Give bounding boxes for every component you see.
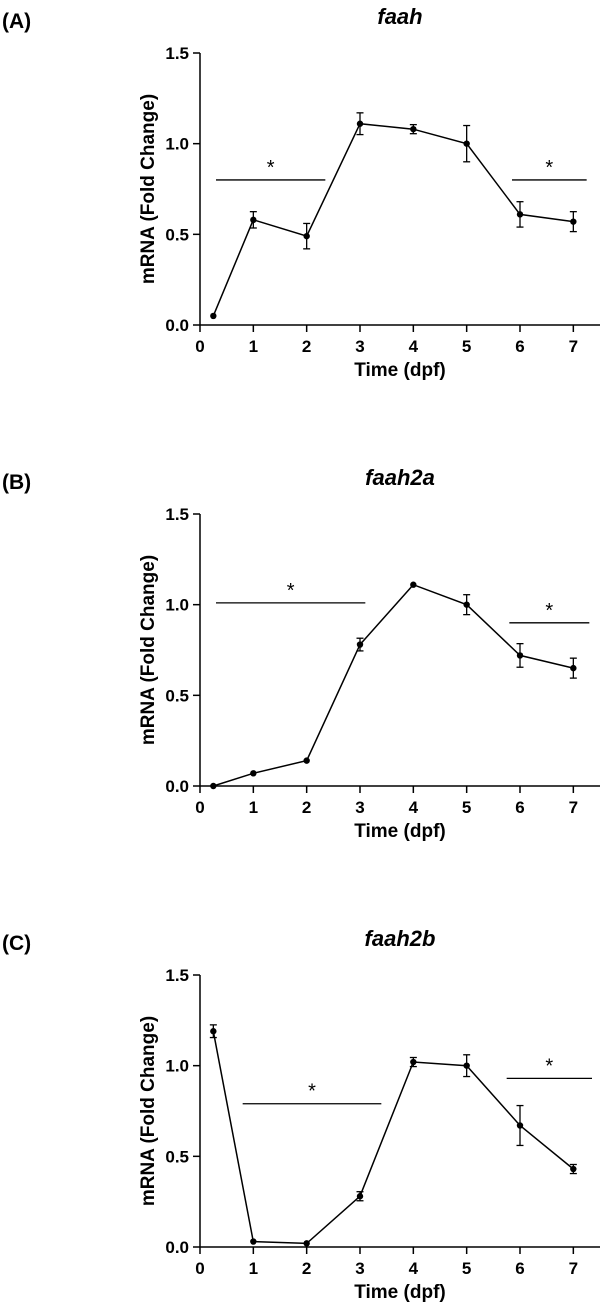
data-point [410, 1058, 417, 1066]
data-point [410, 581, 417, 588]
x-axis-label: Time (dpf) [354, 821, 445, 842]
data-point [356, 641, 364, 648]
significance-star: * [545, 600, 553, 622]
x-tick-label: 3 [355, 337, 364, 356]
data-point [356, 1193, 364, 1200]
significance-star: * [267, 157, 275, 179]
x-axis-label: Time (dpf) [354, 360, 445, 381]
series-line [212, 1031, 574, 1245]
significance-star: * [545, 1055, 553, 1077]
data-point [210, 782, 217, 790]
chart-title: faah [377, 4, 422, 29]
data-point [303, 232, 310, 240]
x-tick-label: 2 [302, 1259, 311, 1278]
x-tick-label: 5 [462, 798, 471, 817]
chart-panel-3: (C) faah2b 0.0 0.5 1.0 1.5 0 1 2 3 4 5 6 7 Time (dpf) m… [2, 926, 600, 1303]
x-tick-label: 6 [515, 337, 524, 356]
data-point [463, 140, 470, 147]
x-tick-label: 7 [569, 1259, 578, 1278]
x-tick-label: 0 [195, 337, 204, 356]
y-tick-label: 0.5 [165, 686, 189, 705]
data-point [516, 652, 524, 659]
data-point [210, 1028, 217, 1035]
x-tick-label: 5 [462, 337, 471, 356]
data-point [410, 125, 417, 133]
data-point [303, 757, 310, 764]
x-tick-label: 1 [249, 798, 258, 817]
data-point [570, 1165, 577, 1173]
y-tick-label: 1.0 [165, 1057, 189, 1076]
data-point [570, 218, 577, 225]
y-tick-label: 1.5 [165, 44, 189, 63]
series-line [213, 583, 574, 787]
x-tick-label: 6 [515, 1259, 524, 1278]
x-tick-label: 4 [409, 337, 419, 356]
x-tick-label: 1 [249, 337, 258, 356]
data-point [516, 211, 524, 218]
x-tick-label: 0 [195, 1259, 204, 1278]
data-point [356, 120, 364, 127]
chart-panel-1: (A) faah 0.0 0.5 1.0 1.5 0 1 2 3 4 5 6 7 Time (dpf) mRN… [2, 4, 600, 381]
significance-star: * [308, 1081, 316, 1103]
x-tick-label: 6 [515, 798, 524, 817]
x-tick-label: 2 [302, 337, 311, 356]
y-tick-label: 0.0 [165, 777, 189, 796]
panel-label: (C) [2, 932, 31, 955]
y-axis-label: mRNA (Fold Change) [138, 94, 159, 284]
y-tick-label: 1.5 [165, 966, 189, 985]
data-point [516, 1122, 524, 1129]
x-tick-label: 4 [409, 1259, 419, 1278]
series-line [212, 122, 574, 317]
data-point [463, 1062, 470, 1069]
x-tick-label: 1 [249, 1259, 258, 1278]
significance-star: * [545, 157, 553, 179]
data-point [250, 216, 257, 224]
data-point [250, 770, 257, 777]
x-tick-label: 7 [569, 798, 578, 817]
data-point [210, 312, 217, 320]
data-point [463, 601, 470, 608]
y-tick-label: 1.0 [165, 596, 189, 615]
y-tick-label: 0.0 [165, 1238, 189, 1257]
y-tick-label: 0.0 [165, 316, 189, 335]
chart-title: faah2b [365, 926, 436, 951]
y-tick-label: 1.0 [165, 135, 189, 154]
y-axis-label: mRNA (Fold Change) [138, 555, 159, 745]
y-axis-label: mRNA (Fold Change) [138, 1016, 159, 1206]
x-tick-label: 5 [462, 1259, 471, 1278]
y-tick-label: 0.5 [165, 225, 189, 244]
panel-label: (A) [2, 10, 31, 33]
x-axis-label: Time (dpf) [354, 1282, 445, 1303]
data-point [570, 664, 577, 672]
x-tick-label: 4 [409, 798, 419, 817]
x-tick-label: 0 [195, 798, 204, 817]
x-tick-label: 3 [355, 1259, 364, 1278]
data-point [250, 1238, 257, 1245]
x-tick-label: 2 [302, 798, 311, 817]
x-tick-label: 3 [355, 798, 364, 817]
data-point [303, 1240, 310, 1247]
chart-panel-2: (B) faah2a 0.0 0.5 1.0 1.5 0 1 2 3 4 5 6 7 Time (dpf) m… [2, 465, 600, 842]
y-tick-label: 0.5 [165, 1147, 189, 1166]
x-tick-label: 7 [569, 337, 578, 356]
panel-label: (B) [2, 471, 31, 494]
chart-title: faah2a [365, 465, 435, 490]
significance-star: * [287, 580, 295, 602]
y-tick-label: 1.5 [165, 505, 189, 524]
